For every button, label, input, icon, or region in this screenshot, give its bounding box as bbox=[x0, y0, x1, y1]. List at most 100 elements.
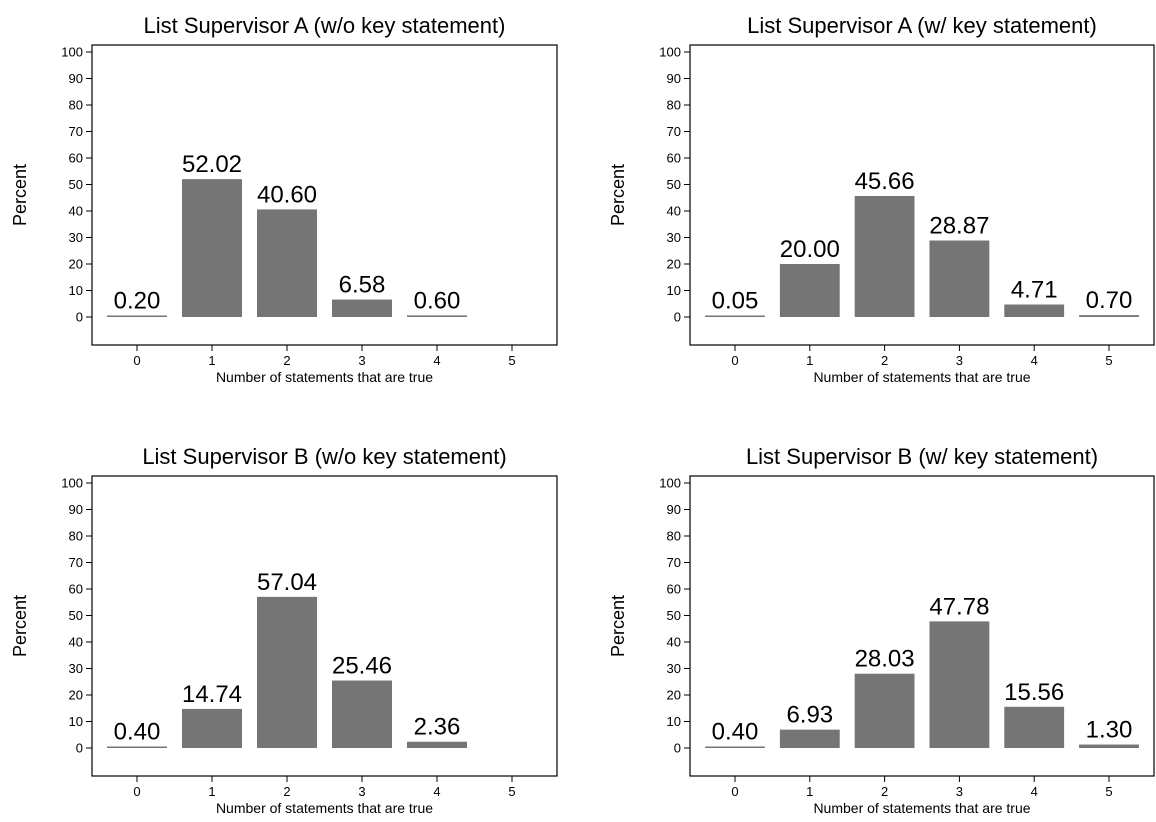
bar-value-label-1-1: 52.02 bbox=[182, 151, 242, 178]
y-tick-label-4-7: 70 bbox=[667, 555, 681, 570]
bar-value-label-3-2: 57.04 bbox=[257, 569, 317, 596]
y-tick-label-3-10: 100 bbox=[61, 476, 83, 491]
y-tick-label-1-7: 70 bbox=[69, 124, 83, 139]
bar-value-label-2-1: 20.00 bbox=[780, 236, 840, 263]
bar-3-2 bbox=[257, 596, 317, 748]
bar-value-label-4-5: 1.30 bbox=[1086, 717, 1133, 744]
x-tick-label-4-1: 1 bbox=[806, 784, 813, 799]
y-tick-label-3-9: 90 bbox=[69, 502, 83, 517]
bar-value-label-2-5: 0.70 bbox=[1086, 287, 1133, 314]
x-tick-label-3-4: 4 bbox=[433, 784, 440, 799]
bar-3-4 bbox=[407, 741, 467, 748]
bar-value-label-2-3: 28.87 bbox=[929, 212, 989, 239]
chart-title-3: List Supervisor B (w/o key statement) bbox=[142, 444, 506, 469]
bar-value-label-1-4: 0.60 bbox=[414, 287, 461, 314]
bar-4-1 bbox=[779, 729, 840, 748]
bar-1-0 bbox=[107, 315, 167, 317]
y-axis-label-2: Percent bbox=[608, 164, 628, 226]
bar-value-label-4-1: 6.93 bbox=[786, 702, 833, 729]
bar-value-label-1-2: 40.60 bbox=[257, 181, 317, 208]
y-axis-label-1: Percent bbox=[10, 164, 30, 226]
y-tick-label-3-1: 10 bbox=[69, 714, 83, 729]
y-tick-label-1-2: 20 bbox=[69, 257, 83, 272]
y-tick-label-2-7: 70 bbox=[667, 124, 681, 139]
bar-2-4 bbox=[1004, 304, 1065, 317]
x-tick-label-3-2: 2 bbox=[283, 784, 290, 799]
bar-value-label-3-0: 0.40 bbox=[114, 719, 161, 746]
bar-3-1 bbox=[182, 708, 242, 748]
plot-frame-3 bbox=[91, 475, 558, 777]
y-tick-label-2-6: 60 bbox=[667, 151, 681, 166]
bar-value-label-3-3: 25.46 bbox=[332, 653, 392, 680]
y-tick-label-1-10: 100 bbox=[61, 45, 83, 60]
bar-2-3 bbox=[929, 240, 990, 317]
bar-value-label-4-4: 15.56 bbox=[1004, 679, 1064, 706]
x-tick-label-3-5: 5 bbox=[508, 784, 515, 799]
x-tick-label-1-5: 5 bbox=[508, 353, 515, 368]
y-tick-label-4-0: 0 bbox=[674, 741, 681, 756]
x-tick-label-3-1: 1 bbox=[208, 784, 215, 799]
plot-frame-2 bbox=[689, 44, 1155, 346]
chart-title-1: List Supervisor A (w/o key statement) bbox=[144, 13, 506, 38]
y-tick-label-4-3: 30 bbox=[667, 661, 681, 676]
x-tick-label-3-0: 0 bbox=[133, 784, 140, 799]
bar-4-5 bbox=[1079, 744, 1139, 748]
x-tick-label-1-1: 1 bbox=[208, 353, 215, 368]
x-tick-label-4-2: 2 bbox=[881, 784, 888, 799]
y-tick-label-1-4: 40 bbox=[69, 204, 83, 219]
y-tick-label-4-5: 50 bbox=[667, 608, 681, 623]
x-tick-label-2-0: 0 bbox=[731, 353, 738, 368]
y-tick-label-2-5: 50 bbox=[667, 177, 681, 192]
y-tick-label-3-2: 20 bbox=[69, 688, 83, 703]
bar-value-label-1-0: 0.20 bbox=[114, 288, 161, 315]
bar-1-1 bbox=[182, 179, 242, 317]
y-tick-label-4-8: 80 bbox=[667, 529, 681, 544]
y-tick-label-2-3: 30 bbox=[667, 230, 681, 245]
plot-frame-4 bbox=[689, 475, 1155, 777]
y-tick-label-1-3: 30 bbox=[69, 230, 83, 245]
x-tick-label-4-5: 5 bbox=[1105, 784, 1112, 799]
bar-1-2 bbox=[257, 209, 317, 317]
y-tick-label-1-5: 50 bbox=[69, 177, 83, 192]
chart-title-4: List Supervisor B (w/ key statement) bbox=[746, 444, 1098, 469]
y-tick-label-3-6: 60 bbox=[69, 582, 83, 597]
y-tick-label-4-2: 20 bbox=[667, 688, 681, 703]
bar-value-label-4-2: 28.03 bbox=[855, 646, 915, 673]
bar-2-0 bbox=[705, 315, 765, 317]
x-tick-label-1-4: 4 bbox=[433, 353, 440, 368]
x-tick-label-4-0: 0 bbox=[731, 784, 738, 799]
x-tick-label-1-0: 0 bbox=[133, 353, 140, 368]
x-tick-label-1-3: 3 bbox=[358, 353, 365, 368]
y-tick-label-1-1: 10 bbox=[69, 283, 83, 298]
y-tick-label-1-8: 80 bbox=[69, 98, 83, 113]
x-tick-label-2-4: 4 bbox=[1031, 353, 1038, 368]
y-axis-label-3: Percent bbox=[10, 595, 30, 657]
y-tick-label-4-9: 90 bbox=[667, 502, 681, 517]
bar-1-4 bbox=[407, 315, 467, 317]
bar-value-label-4-0: 0.40 bbox=[712, 719, 759, 746]
y-tick-label-1-0: 0 bbox=[76, 310, 83, 325]
y-tick-label-2-2: 20 bbox=[667, 257, 681, 272]
bar-2-2 bbox=[854, 196, 915, 317]
x-tick-label-2-5: 5 bbox=[1105, 353, 1112, 368]
y-tick-label-2-9: 90 bbox=[667, 71, 681, 86]
y-tick-label-2-10: 100 bbox=[659, 45, 681, 60]
y-tick-label-2-8: 80 bbox=[667, 98, 681, 113]
bar-4-3 bbox=[929, 621, 990, 748]
y-tick-label-2-0: 0 bbox=[674, 310, 681, 325]
bar-value-label-4-3: 47.78 bbox=[929, 593, 989, 620]
y-tick-label-3-5: 50 bbox=[69, 608, 83, 623]
y-tick-label-4-6: 60 bbox=[667, 582, 681, 597]
x-tick-label-4-4: 4 bbox=[1031, 784, 1038, 799]
bar-4-2 bbox=[854, 673, 915, 748]
x-tick-label-2-2: 2 bbox=[881, 353, 888, 368]
y-tick-label-3-3: 30 bbox=[69, 661, 83, 676]
bar-value-label-1-3: 6.58 bbox=[339, 272, 386, 299]
x-tick-label-3-3: 3 bbox=[358, 784, 365, 799]
y-tick-label-1-6: 60 bbox=[69, 151, 83, 166]
x-axis-label-1: Number of statements that are true bbox=[216, 369, 433, 385]
bar-4-4 bbox=[1004, 706, 1065, 748]
y-tick-label-4-4: 40 bbox=[667, 635, 681, 650]
bar-1-3 bbox=[332, 299, 392, 317]
